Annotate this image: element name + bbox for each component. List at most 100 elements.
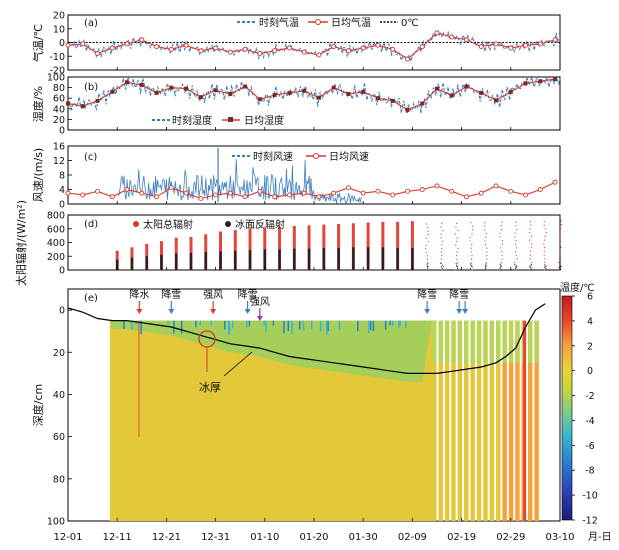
daily-wind-point xyxy=(523,192,529,198)
solar-dot xyxy=(471,233,473,235)
reflect-dot xyxy=(456,269,458,271)
solar-dot xyxy=(514,269,516,271)
ytick-label: 20 xyxy=(53,348,65,359)
solar-dot xyxy=(529,258,532,260)
solar-dot xyxy=(543,247,546,249)
solar-dot xyxy=(500,247,502,249)
daily-temp-point xyxy=(257,51,263,56)
panel-c-data xyxy=(65,147,558,205)
event-label: 降雪 xyxy=(417,288,437,301)
heatmap-column xyxy=(534,320,539,521)
solar-dot xyxy=(544,228,547,230)
daily-wind-point xyxy=(227,190,233,196)
solar-bar xyxy=(278,226,282,270)
heatmap-column-top xyxy=(451,320,456,363)
solar-dot xyxy=(515,250,517,253)
colorbar-ticks: 6 4 2 0 -2 -4 -6 -8 -10 -12 xyxy=(572,292,598,527)
event-arrow-head xyxy=(462,309,469,314)
reflect-dot xyxy=(529,269,531,271)
legend-marker-daily-hum xyxy=(228,117,233,122)
daily-temp-point xyxy=(375,42,381,48)
solar-dot xyxy=(470,247,473,249)
daily-wind-point xyxy=(316,194,322,200)
daily-hum-point xyxy=(272,93,277,98)
daily-wind-point xyxy=(331,190,337,196)
daily-temp-point xyxy=(95,51,100,56)
x-unit-label: 月-日 xyxy=(588,531,612,543)
colorbar-title: 温度/℃ xyxy=(560,281,595,294)
solar-dot xyxy=(425,244,427,246)
solar-dot xyxy=(455,226,457,228)
solar-dot xyxy=(544,258,546,260)
ytick-label: 80 xyxy=(53,83,65,94)
ytick-label: 800 xyxy=(47,211,65,222)
daily-temp-point xyxy=(537,41,543,47)
xtick-label: 12-31 xyxy=(201,532,230,543)
solar-dot xyxy=(513,262,516,264)
ytick-label: 20 xyxy=(53,115,65,126)
ytick-label: 600 xyxy=(47,224,65,235)
xtick-label: 02-29 xyxy=(496,532,525,543)
solar-dot xyxy=(426,258,428,260)
heatmap-column-top xyxy=(476,320,482,363)
legend-marker-daily-temp xyxy=(315,19,321,25)
reflect-bar xyxy=(381,247,385,270)
reflect-bar xyxy=(204,252,207,270)
heatmap-cold-streak xyxy=(195,320,197,328)
daily-wind-point xyxy=(257,188,263,194)
solar-dot xyxy=(528,239,531,241)
solar-dot xyxy=(426,251,428,253)
event-arrow-head xyxy=(256,316,263,321)
daily-temp-point xyxy=(390,46,396,52)
solar-dot xyxy=(560,246,562,248)
solar-dot xyxy=(471,243,473,246)
heatmap-column xyxy=(470,320,475,521)
heatmap-cold-streak xyxy=(228,320,231,335)
panel-label-b: (b) xyxy=(84,82,98,93)
solar-dot xyxy=(559,239,561,241)
ice-thickness-leader xyxy=(223,351,253,377)
heatmap-column xyxy=(457,320,463,521)
solar-bar xyxy=(307,225,311,270)
ytick-label: 80 xyxy=(53,474,65,485)
reflect-dot xyxy=(426,269,428,271)
solar-dot xyxy=(499,232,501,234)
heatmap-column-top xyxy=(515,320,520,363)
heatmap-warm-column xyxy=(523,320,527,521)
solar-dot xyxy=(427,234,429,236)
reflect-bar xyxy=(219,251,222,270)
heatmap-column-top xyxy=(432,320,437,363)
event-label: 降水 xyxy=(129,288,149,301)
heatmap-cold-streak xyxy=(263,320,265,326)
ytick-label: 100 xyxy=(47,73,65,84)
solar-dot xyxy=(529,254,531,256)
reflect-dot xyxy=(426,265,429,268)
reflect-dot xyxy=(456,264,458,266)
reflect-dot xyxy=(485,267,487,270)
heatmap-cold-streak xyxy=(173,320,175,334)
heatmap-cold-streak xyxy=(123,320,125,329)
daily-temp-point xyxy=(301,49,307,55)
heatmap-column xyxy=(515,320,520,521)
heatmap-cold-streak xyxy=(199,320,202,326)
daily-wind-point xyxy=(419,187,425,192)
legend-zero: 0℃ xyxy=(401,18,419,29)
solar-dot xyxy=(543,269,545,271)
reflect-bar xyxy=(160,254,163,270)
solar-dot xyxy=(543,243,545,245)
ytick-label: 20 xyxy=(53,11,65,22)
reflect-bar xyxy=(322,248,326,270)
legend-reflect: 冰面反辐射 xyxy=(235,218,285,231)
reflect-dot xyxy=(500,265,502,267)
xtick-label: 01-20 xyxy=(299,532,328,543)
colorbar-tick-label: 4 xyxy=(587,316,593,327)
solar-bar xyxy=(337,223,341,270)
solar-dot xyxy=(530,247,533,249)
event-arrow-head xyxy=(210,309,217,314)
event-arrow-head xyxy=(456,309,463,314)
solar-dot xyxy=(470,265,472,267)
reflect-dot xyxy=(426,262,429,264)
colorbar: 温度/℃ 6 4 2 0 -2 -4 -6 -8 -10 -12 xyxy=(560,281,598,527)
solar-dot xyxy=(559,254,561,256)
heatmap-column-top xyxy=(489,320,495,363)
